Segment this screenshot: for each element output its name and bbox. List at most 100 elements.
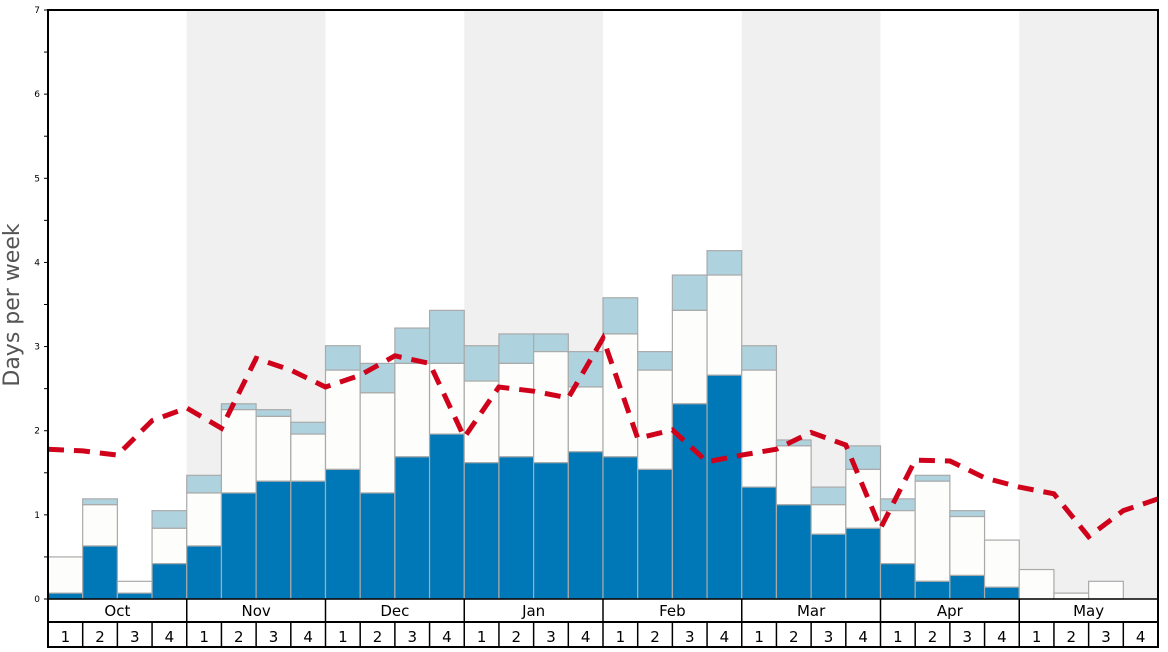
week-label: 1 [754, 628, 764, 646]
week-label: 2 [1067, 628, 1077, 646]
month-shade [1019, 10, 1158, 599]
week-label: 3 [546, 628, 556, 646]
month-label: Oct [104, 602, 130, 620]
bar-blue [983, 586, 1020, 600]
bar-lightblue [810, 486, 847, 506]
week-label: 4 [303, 628, 313, 646]
bar-blue [290, 480, 327, 600]
bar-blue [498, 456, 535, 600]
bar-blue [567, 451, 604, 600]
bar-blue [741, 486, 778, 600]
y-tick-label: 6 [34, 90, 40, 100]
bar-lightblue [533, 333, 569, 353]
bar-blue [706, 374, 743, 600]
month-label: Jan [521, 602, 545, 620]
bar-blue [394, 456, 431, 600]
month-label: Dec [380, 602, 409, 620]
bar-lightblue [741, 345, 778, 371]
bar-lightblue [463, 345, 500, 382]
week-label: 4 [1136, 628, 1146, 646]
bar-blue [186, 545, 223, 600]
week-label: 1 [893, 628, 903, 646]
bar-lightblue [914, 474, 951, 482]
month-label: Mar [797, 602, 826, 620]
bar-lightblue [82, 498, 118, 506]
bar-white [359, 392, 396, 494]
bar-blue [602, 456, 639, 600]
y-tick-label: 0 [34, 595, 40, 605]
bar-white [810, 504, 847, 535]
week-label: 4 [720, 628, 730, 646]
bar-white [255, 415, 292, 482]
bar-white [186, 492, 223, 547]
bar-white [1053, 592, 1090, 600]
bar-blue [151, 563, 188, 600]
bar-white [116, 580, 153, 594]
bar-white [324, 369, 361, 471]
week-label: 1 [1032, 628, 1042, 646]
bar-lightblue [879, 498, 916, 512]
week-label: 4 [442, 628, 452, 646]
bar-white [775, 445, 812, 506]
month-label: Apr [937, 602, 964, 620]
bar-blue [637, 468, 673, 600]
week-label: 2 [789, 628, 799, 646]
bar-white [533, 351, 569, 464]
y-axis-label: Days per week [0, 223, 25, 386]
bar-white [983, 539, 1020, 588]
bar-blue [255, 480, 292, 600]
bar-lightblue [845, 445, 882, 471]
bar-blue [463, 462, 500, 600]
week-label: 4 [858, 628, 868, 646]
bar-white [671, 309, 708, 405]
bar-lightblue [498, 333, 535, 365]
bar-white [47, 556, 84, 594]
week-label: 3 [1101, 628, 1111, 646]
bar-white [290, 433, 327, 482]
month-label: Feb [659, 602, 686, 620]
month-label: May [1073, 602, 1104, 620]
bar-blue [324, 468, 361, 600]
bar-blue [775, 504, 812, 600]
week-label: 1 [616, 628, 626, 646]
week-label: 4 [997, 628, 1007, 646]
bar-lightblue [637, 351, 673, 371]
y-tick-label: 1 [34, 511, 40, 521]
bar-blue [914, 580, 951, 600]
week-label: 1 [199, 628, 209, 646]
bar-white [1088, 580, 1124, 600]
bar-lightblue [255, 409, 292, 418]
bar-blue [533, 462, 569, 600]
bar-white [463, 380, 500, 464]
bar-blue [879, 563, 916, 600]
y-tick-label: 4 [34, 258, 40, 268]
week-label: 3 [685, 628, 695, 646]
bar-white [741, 369, 778, 488]
bar-white [1018, 568, 1055, 600]
month-label: Nov [241, 602, 270, 620]
bar-blue [810, 533, 847, 600]
week-label: 3 [407, 628, 417, 646]
week-label: 2 [650, 628, 660, 646]
bar-blue [47, 592, 84, 600]
week-label: 1 [61, 628, 71, 646]
bar-lightblue [706, 250, 743, 276]
y-tick-label: 3 [34, 343, 40, 353]
week-label: 3 [824, 628, 834, 646]
bar-lightblue [220, 403, 257, 411]
bar-blue [845, 527, 882, 600]
week-label: 2 [512, 628, 522, 646]
week-label: 2 [95, 628, 105, 646]
bar-white [949, 515, 986, 577]
bar-white [151, 527, 188, 565]
week-label: 1 [477, 628, 487, 646]
bar-lightblue [949, 510, 986, 518]
bar-white [706, 274, 743, 376]
bar-white [567, 386, 604, 453]
bar-lightblue [602, 297, 639, 335]
y-tick-label: 7 [34, 6, 40, 16]
week-label: 2 [373, 628, 383, 646]
bar-blue [220, 492, 257, 600]
bar-blue [116, 592, 153, 600]
